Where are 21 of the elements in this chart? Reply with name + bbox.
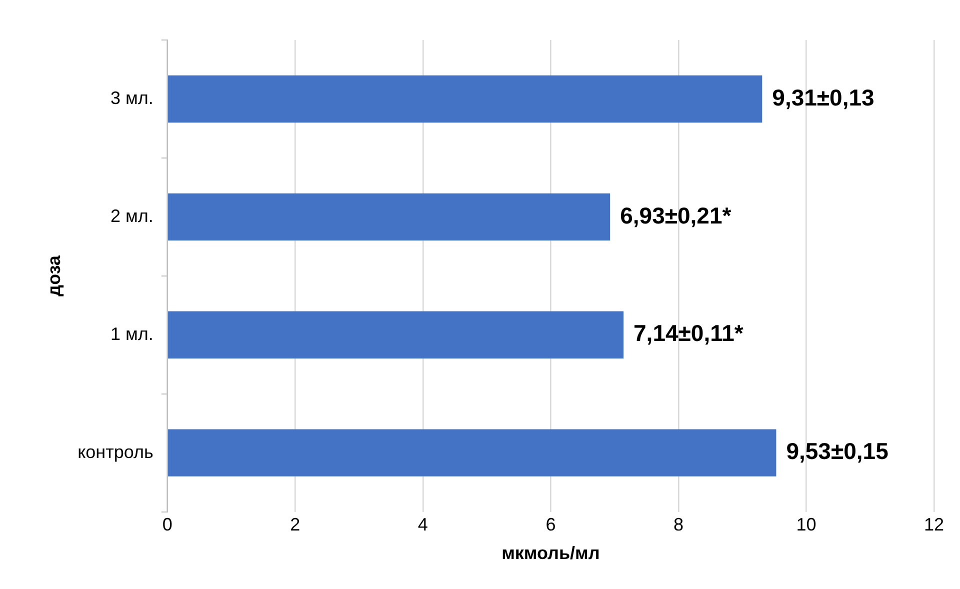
- y-tick-label: 3 мл.: [110, 88, 154, 108]
- bar: [168, 429, 776, 476]
- bar: [168, 75, 762, 123]
- y-axis-title: доза: [44, 254, 64, 296]
- y-tick-label: 2 мл.: [110, 206, 154, 226]
- x-tick-label: 4: [418, 514, 428, 535]
- y-tick-label: 1 мл.: [110, 324, 154, 344]
- data-label: 9,31±0,13: [772, 84, 874, 110]
- x-tick-label: 6: [546, 514, 556, 535]
- x-tick-label: 2: [290, 514, 300, 535]
- data-label: 9,53±0,15: [786, 438, 889, 464]
- x-tick-label: 12: [924, 514, 944, 535]
- x-tick-label: 10: [796, 514, 816, 535]
- x-axis-title: мкмоль/мл: [502, 543, 600, 564]
- data-label: 7,14±0,11*: [634, 320, 744, 346]
- x-tick-label: 8: [673, 514, 684, 535]
- data-label: 6,93±0,21*: [620, 202, 732, 228]
- bar: [168, 311, 624, 358]
- y-tick-label: контроль: [78, 442, 154, 462]
- x-tick-label: 0: [162, 514, 172, 535]
- bar: [168, 193, 610, 241]
